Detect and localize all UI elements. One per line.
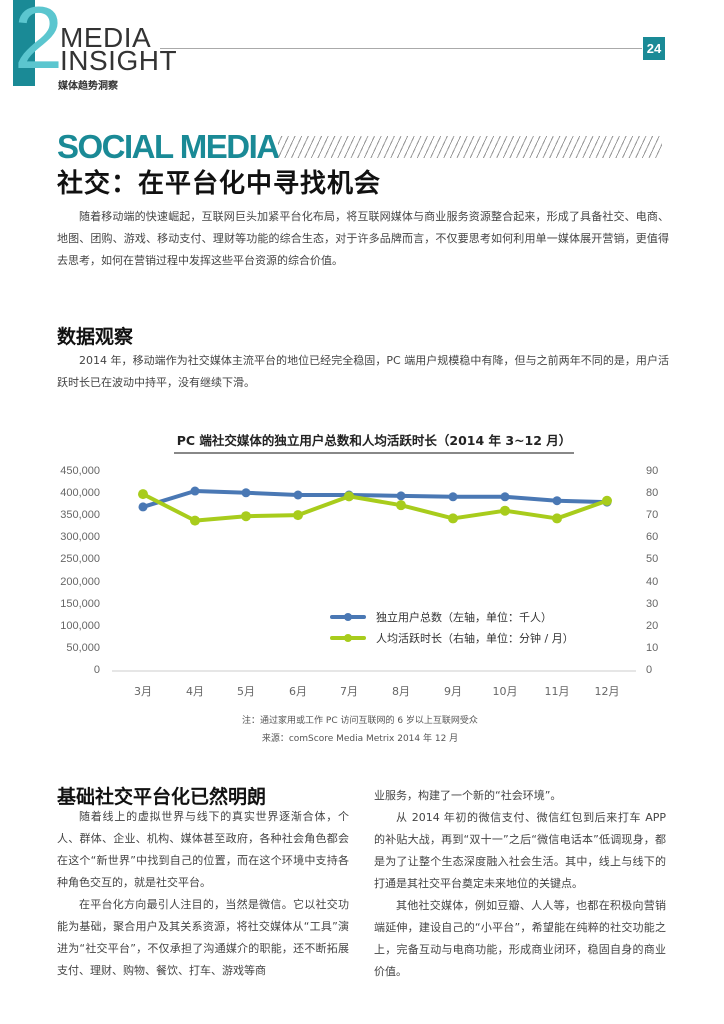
- y-tick-right: 60: [646, 531, 659, 544]
- chart-note: 注：通过家用或工作 PC 访问互联网的 6 岁以上互联网受众: [242, 716, 478, 726]
- page-number-badge: 24: [643, 37, 665, 60]
- header-divider: [160, 48, 642, 49]
- y-tick-right: 70: [646, 509, 659, 522]
- section-title-cn: 社交：在平台化中寻找机会: [57, 169, 382, 199]
- y-tick-right: 40: [646, 575, 659, 588]
- y-tick-left: 250,000: [60, 553, 100, 566]
- paragraph: 在平台化方向最引人注目的，当然是微信。它以社交功能为基础，聚合用户及其关系资源，…: [57, 898, 349, 977]
- x-tick: 4月: [186, 685, 204, 698]
- chart-legend: 独立用户总数（左轴，单位：千人） 人均活跃时长（右轴，单位：分钟 / 月）: [330, 606, 574, 648]
- issue-number-logo: 2: [14, 0, 63, 87]
- section-title-en: SOCIAL MEDIA: [57, 128, 280, 165]
- intro-paragraph: 随着移动端的快速崛起，互联网巨头加紧平台化布局，将互联网媒体与商业服务资源整合起…: [57, 210, 669, 267]
- y-tick-right: 80: [646, 487, 659, 500]
- x-tick: 5月: [237, 685, 255, 698]
- y-tick-right: 90: [646, 465, 659, 477]
- chart-title: PC 端社交媒体的独立用户总数和人均活跃时长（2014 年 3~12 月）: [174, 430, 574, 454]
- y-tick-right: 0: [646, 664, 653, 676]
- data-observation-heading: 数据观察: [57, 326, 134, 348]
- brand-subtitle: 媒体趋势洞察: [58, 81, 118, 92]
- y-tick-left: 50,000: [66, 641, 100, 654]
- y-tick-left: 300,000: [60, 531, 100, 544]
- platform-heading: 基础社交平台化已然明朗: [57, 786, 267, 808]
- y-tick-left: 150,000: [60, 597, 100, 610]
- y-tick-right: 50: [646, 553, 659, 566]
- paragraph-continuation: 业服务，构建了一个新的“社会环境”。: [374, 789, 562, 802]
- y-tick-left: 0: [93, 664, 100, 676]
- legend-item-time: 人均活跃时长（右轴，单位：分钟 / 月）: [330, 627, 574, 648]
- x-tick: 8月: [392, 685, 410, 698]
- legend-label: 人均活跃时长（右轴，单位：分钟 / 月）: [376, 631, 574, 645]
- paragraph: 其他社交媒体，例如豆瓣、人人等，也都在积极向营销端延伸，建设自己的“小平台”，希…: [374, 899, 666, 978]
- left-column: 随着线上的虚拟世界与线下的真实世界逐渐合体，个人、群体、企业、机构、媒体甚至政府…: [57, 806, 349, 982]
- legend-label: 独立用户总数（左轴，单位：千人）: [376, 610, 552, 624]
- y-tick-right: 20: [646, 619, 659, 632]
- x-tick: 12月: [594, 685, 620, 698]
- y-tick-left: 100,000: [60, 619, 100, 632]
- y-tick-left: 450,000: [60, 465, 100, 477]
- y-tick-left: 350,000: [60, 509, 100, 522]
- x-tick: 10月: [492, 685, 518, 698]
- y-tick-right: 10: [646, 641, 659, 654]
- logo-accent-bar: [13, 0, 35, 86]
- y-tick-left: 200,000: [60, 575, 100, 588]
- legend-item-users: 独立用户总数（左轴，单位：千人）: [330, 606, 574, 627]
- x-tick: 9月: [444, 685, 462, 698]
- paragraph: 随着线上的虚拟世界与线下的真实世界逐渐合体，个人、群体、企业、机构、媒体甚至政府…: [57, 810, 349, 889]
- brand-line-1: MEDIA: [60, 22, 152, 53]
- x-tick: 6月: [289, 685, 307, 698]
- x-tick: 11月: [544, 685, 570, 698]
- right-column: 业服务，构建了一个新的“社会环境”。 从 2014 年初的微信支付、微信红包到后…: [374, 785, 666, 983]
- paragraph: 从 2014 年初的微信支付、微信红包到后来打车 APP 的补贴大战，再到“双十…: [374, 811, 666, 890]
- chart-source: 来源：comScore Media Metrix 2014 年 12 月: [261, 734, 459, 744]
- legend-line-marker-icon: [330, 633, 366, 642]
- x-tick: 7月: [340, 685, 358, 698]
- decorative-hatch: [278, 136, 662, 158]
- brand-line-2: INSIGHT: [60, 45, 178, 76]
- legend-line-marker-icon: [330, 612, 366, 621]
- y-tick-right: 30: [646, 597, 659, 610]
- data-observation-paragraph: 2014 年，移动端作为社交媒体主流平台的地位已经完全稳固，PC 端用户规模稳中…: [57, 354, 669, 389]
- y-tick-left: 400,000: [60, 487, 100, 500]
- x-tick: 3月: [134, 685, 152, 698]
